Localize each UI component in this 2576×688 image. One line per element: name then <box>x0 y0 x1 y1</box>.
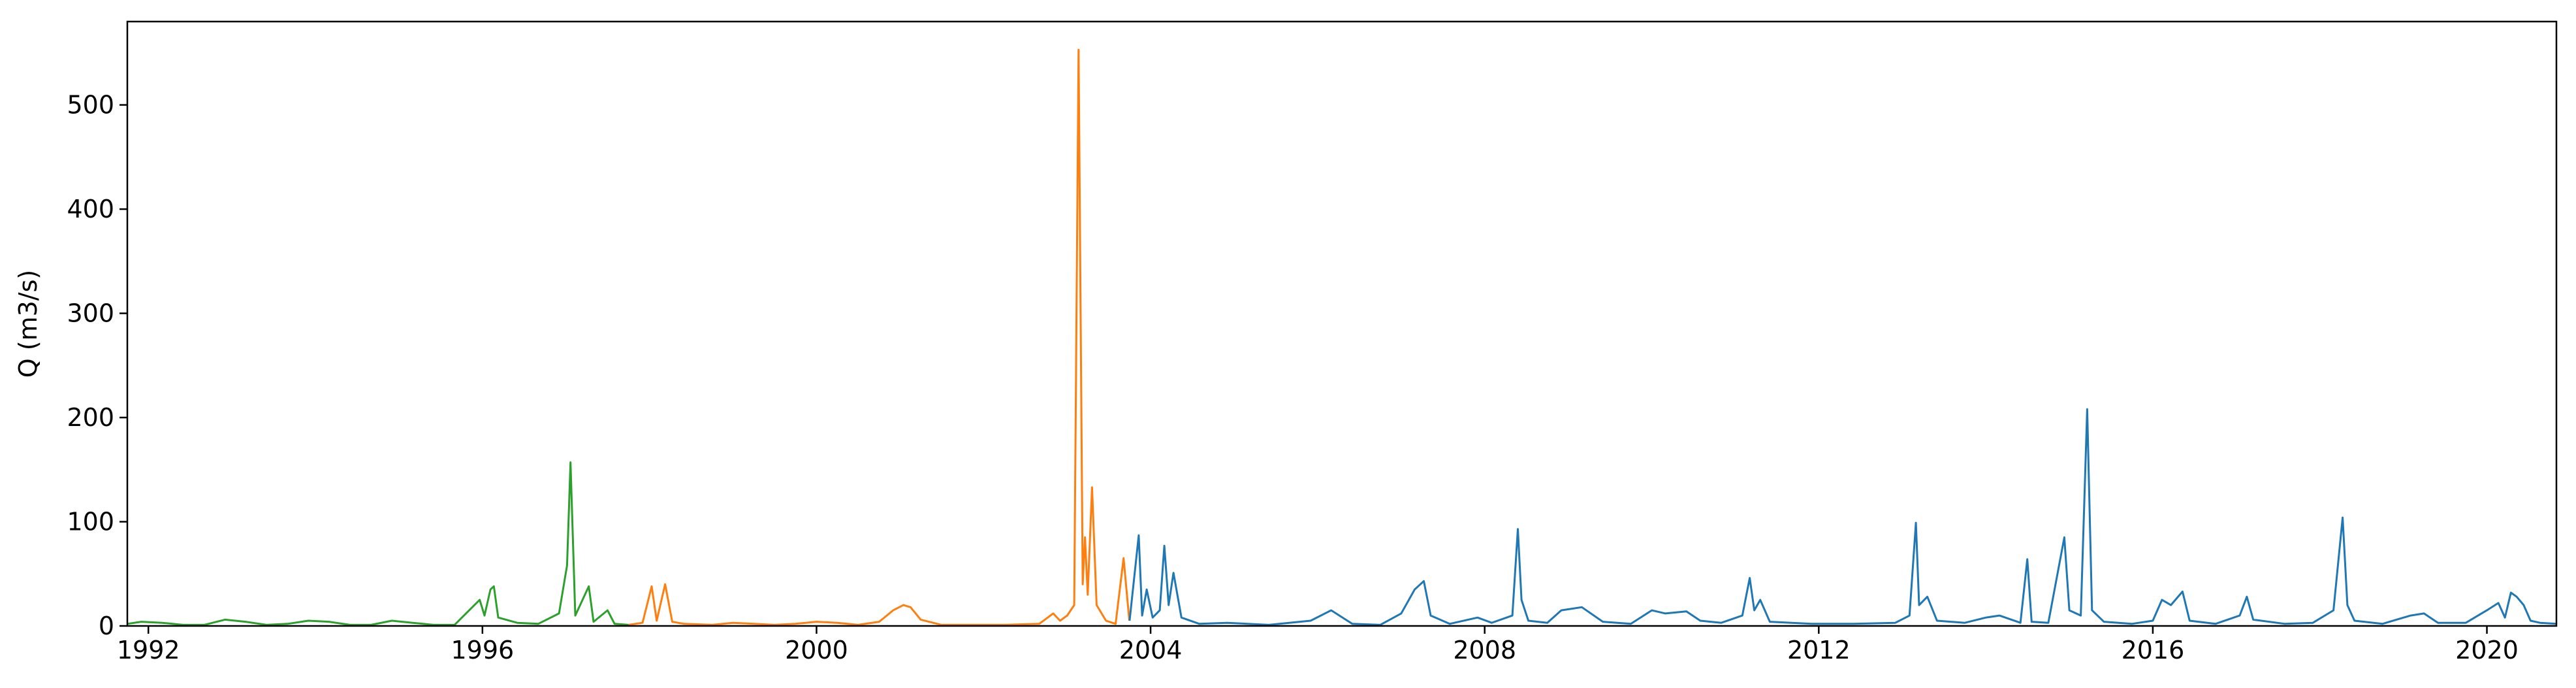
x-tick-label: 2004 <box>1119 636 1183 664</box>
x-tick-label: 1992 <box>117 636 180 664</box>
y-tick-label: 200 <box>67 403 114 432</box>
y-tick-label: 300 <box>67 299 114 328</box>
plot-frame <box>126 20 2558 627</box>
series-line-2 <box>628 48 1130 626</box>
x-tick-label: 1996 <box>451 636 514 664</box>
y-axis: 0 100 200 300 400 500 <box>67 91 127 640</box>
y-tick-label: 0 <box>99 612 114 640</box>
y-tick-label: 500 <box>67 91 114 120</box>
series-line-1 <box>127 461 629 626</box>
series-line-3 <box>1128 408 2557 626</box>
x-axis: 1992 1996 2000 2004 2008 2012 2016 2020 <box>117 626 2519 664</box>
x-tick-label: 2016 <box>2122 636 2185 664</box>
x-tick-label: 2000 <box>785 636 848 664</box>
y-tick-label: 400 <box>67 195 114 223</box>
x-tick-label: 2020 <box>2455 636 2519 664</box>
plot-background <box>127 22 2556 626</box>
y-axis-label: Q (m3/s) <box>14 270 42 378</box>
x-tick-label: 2012 <box>1787 636 1851 664</box>
y-tick-label: 100 <box>67 508 114 536</box>
series-layer <box>127 48 2557 626</box>
x-tick-label: 2008 <box>1453 636 1516 664</box>
